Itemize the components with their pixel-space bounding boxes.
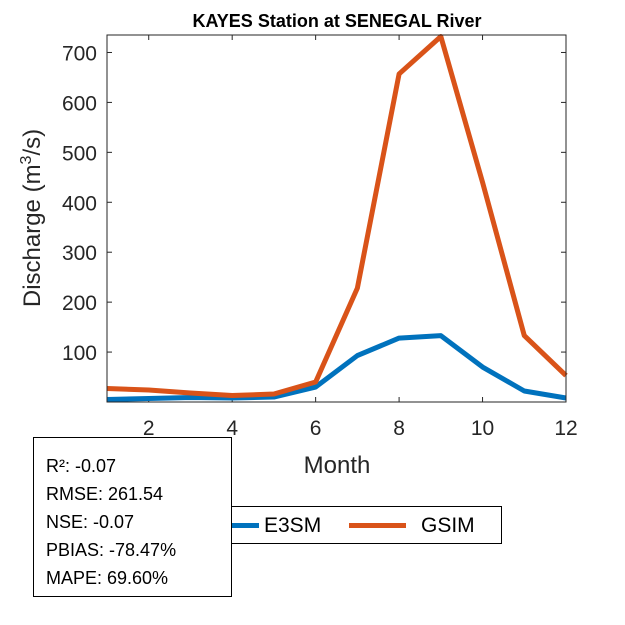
y-tick-label: 600	[62, 92, 97, 115]
y-axis-label: Discharge (m3/s)	[18, 129, 46, 307]
stat-rmse: RMSE: 261.54	[46, 484, 164, 504]
stat-r2: R²: -0.07	[46, 456, 117, 476]
y-tick-label: 200	[62, 292, 97, 315]
stat-mape: MAPE: 69.60%	[46, 568, 169, 588]
series-line-gsim	[106, 33, 568, 399]
y-tick-label: 500	[62, 142, 97, 165]
x-tick-label: 8	[393, 417, 405, 440]
stat-nse: NSE: -0.07	[46, 512, 135, 532]
y-tick-label: 400	[62, 192, 97, 215]
stats-box: R²: -0.07 RMSE: 261.54 NSE: -0.07 PBIAS:…	[33, 437, 232, 597]
legend-swatch-e3sm	[232, 523, 259, 528]
plot-frame	[106, 34, 567, 403]
x-tick-label: 2	[143, 417, 155, 440]
series-line-e3sm	[106, 333, 567, 403]
x-tick-label: 6	[310, 417, 322, 440]
x-tick-label: 12	[554, 417, 577, 440]
x-axis-label: Month	[304, 452, 371, 479]
stat-pbias: PBIAS: -78.47%	[46, 540, 177, 560]
legend-item-e3sm[interactable]: E3SM	[232, 507, 342, 543]
legend-label-e3sm: E3SM	[264, 514, 322, 537]
legend-swatch-gsim	[349, 523, 406, 528]
y-tick-label: 700	[62, 42, 97, 65]
legend-label-gsim: GSIM	[421, 514, 475, 537]
chart-title: KAYES Station at SENEGAL River	[192, 11, 481, 31]
y-tick-label: 100	[62, 342, 97, 365]
x-tick-label: 10	[471, 417, 494, 440]
x-tick-label: 4	[226, 417, 238, 440]
legend-item-gsim[interactable]: GSIM	[349, 507, 499, 543]
y-tick-label: 300	[62, 242, 97, 265]
legend[interactable]: E3SM GSIM	[232, 506, 502, 544]
